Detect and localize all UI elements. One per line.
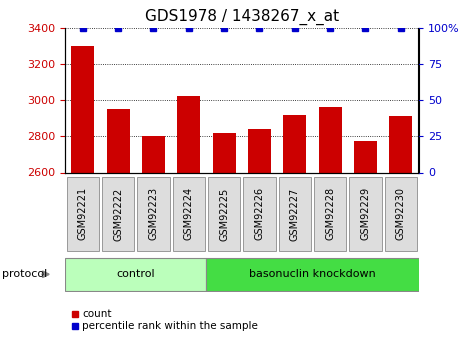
Text: GSM92225: GSM92225 [219, 187, 229, 240]
Text: GSM92224: GSM92224 [184, 187, 194, 240]
Text: percentile rank within the sample: percentile rank within the sample [82, 321, 258, 331]
Text: protocol: protocol [2, 269, 47, 279]
FancyBboxPatch shape [102, 177, 134, 251]
FancyBboxPatch shape [206, 258, 418, 291]
FancyBboxPatch shape [137, 177, 170, 251]
FancyBboxPatch shape [208, 177, 240, 251]
Text: count: count [82, 309, 112, 319]
Bar [283, 115, 306, 345]
FancyBboxPatch shape [243, 177, 276, 251]
Bar [354, 141, 377, 345]
Text: GSM92230: GSM92230 [396, 187, 406, 240]
FancyBboxPatch shape [173, 177, 205, 251]
Text: GSM92222: GSM92222 [113, 187, 123, 240]
Bar [177, 96, 200, 345]
FancyBboxPatch shape [66, 177, 99, 251]
FancyBboxPatch shape [279, 177, 311, 251]
Text: GSM92227: GSM92227 [290, 187, 300, 240]
Bar [248, 129, 271, 345]
Bar [106, 109, 130, 345]
Text: GSM92226: GSM92226 [254, 187, 265, 240]
Bar [319, 107, 342, 345]
Text: basonuclin knockdown: basonuclin knockdown [249, 269, 376, 279]
Bar [142, 136, 165, 345]
FancyBboxPatch shape [314, 177, 346, 251]
FancyBboxPatch shape [65, 258, 206, 291]
FancyBboxPatch shape [385, 177, 417, 251]
Bar [71, 46, 94, 345]
Title: GDS1978 / 1438267_x_at: GDS1978 / 1438267_x_at [145, 9, 339, 25]
Text: GSM92228: GSM92228 [325, 187, 335, 240]
Text: GSM92229: GSM92229 [360, 187, 371, 240]
FancyBboxPatch shape [349, 177, 382, 251]
Bar [389, 116, 412, 345]
Text: GSM92223: GSM92223 [148, 187, 159, 240]
Text: control: control [116, 269, 155, 279]
Text: GSM92221: GSM92221 [78, 187, 88, 240]
Bar [213, 133, 236, 345]
